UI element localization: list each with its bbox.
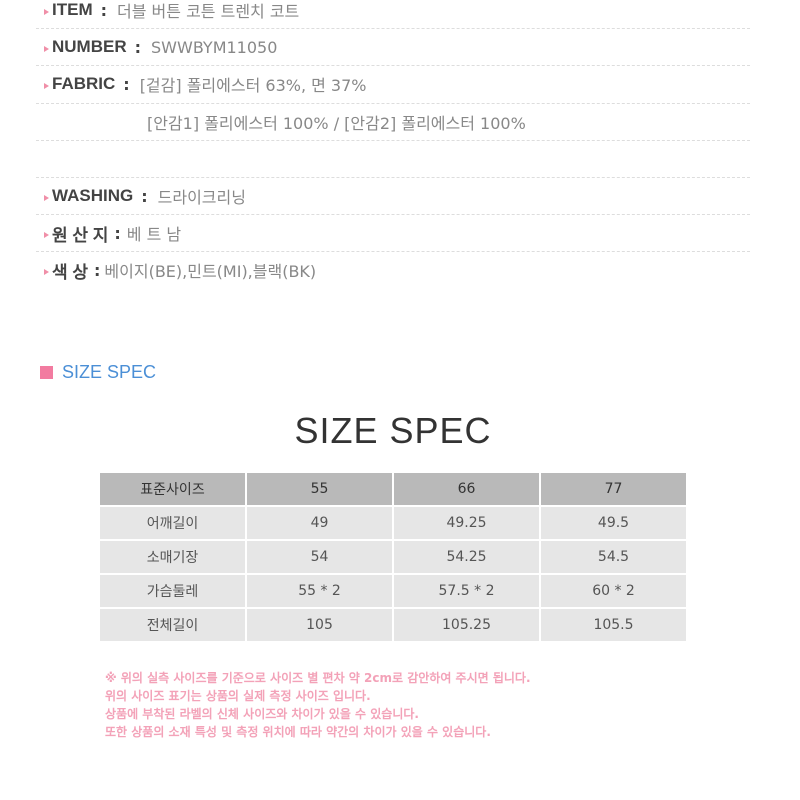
colon: : [141, 186, 148, 206]
info-row-color: 색 상: 베이지(BE),민트(MI),블랙(BK) [44, 258, 316, 282]
cell: 54.5 [541, 541, 686, 573]
info-label: WASHING [52, 186, 134, 205]
info-label: FABRIC [52, 74, 116, 93]
note-line: 상품에 부착된 라벨의 신체 사이즈와 차이가 있을 수 있습니다. [105, 707, 419, 721]
cell: 105.5 [541, 609, 686, 641]
divider [36, 103, 750, 104]
table-row: 가슴둘레 55 * 2 57.5 * 2 60 * 2 [100, 575, 686, 607]
header-cell: 77 [541, 473, 686, 505]
cell: 60 * 2 [541, 575, 686, 607]
cell: 54 [247, 541, 392, 573]
info-row-fabric-lining: [안감1] 폴리에스터 100% / [안감2] 폴리에스터 100% [147, 110, 526, 134]
size-table: 표준사이즈 55 66 77 어깨길이 49 49.25 49.5 소매기장 54 54.… [98, 471, 688, 643]
info-row-washing: WASHING: 드라이크리닝 [44, 184, 246, 208]
info-row-fabric: FABRIC: [겉감] 폴리에스터 63%, 면 37% [44, 72, 367, 96]
note-line: 위의 사이즈 표기는 상품의 실제 측정 사이즈 입니다. [105, 689, 371, 703]
cell: 105.25 [394, 609, 539, 641]
info-row-item: ITEM: 더블 버튼 코튼 트렌치 코트 [44, 0, 299, 22]
arrow-icon [44, 195, 49, 201]
colon: : [114, 223, 121, 243]
info-value: 더블 버튼 코튼 트렌치 코트 [117, 2, 300, 21]
table-row: 어깨길이 49 49.25 49.5 [100, 507, 686, 539]
info-label: 색 상 [52, 262, 89, 282]
info-row-origin: 원 산 지: 베 트 남 [44, 221, 181, 245]
header-cell: 표준사이즈 [100, 473, 245, 505]
arrow-icon [44, 232, 49, 238]
row-label: 가슴둘레 [100, 575, 245, 607]
colon: : [134, 37, 142, 57]
info-value: [안감1] 폴리에스터 100% / [안감2] 폴리에스터 100% [147, 114, 526, 133]
header-cell: 66 [394, 473, 539, 505]
colon: : [123, 74, 130, 94]
cell: 55 * 2 [247, 575, 392, 607]
row-label: 어깨길이 [100, 507, 245, 539]
arrow-icon [44, 9, 49, 15]
info-value: [겉감] 폴리에스터 63%, 면 37% [139, 76, 367, 95]
cell: 49 [247, 507, 392, 539]
cell: 105 [247, 609, 392, 641]
cell: 54.25 [394, 541, 539, 573]
divider [36, 214, 750, 215]
info-label: NUMBER [52, 37, 127, 56]
info-label: 원 산 지 [52, 225, 109, 245]
divider [36, 140, 750, 141]
size-notes: ※ 위의 실측 사이즈를 기준으로 사이즈 별 편차 약 2cm로 감안하여 주… [105, 669, 531, 741]
note-line: 또한 상품의 소재 특성 및 측정 위치에 따라 약간의 차이가 있을 수 있습… [105, 725, 491, 739]
info-value: SWWBYM11050 [151, 37, 278, 57]
divider [36, 251, 750, 252]
arrow-icon [44, 46, 49, 52]
info-value: 드라이크리닝 [157, 188, 246, 207]
table-header-row: 표준사이즈 55 66 77 [100, 473, 686, 505]
note-line: ※ 위의 실측 사이즈를 기준으로 사이즈 별 편차 약 2cm로 감안하여 주… [105, 671, 531, 685]
cell: 49.25 [394, 507, 539, 539]
info-value: 베 트 남 [126, 225, 182, 244]
divider [36, 28, 750, 29]
table-row: 전체길이 105 105.25 105.5 [100, 609, 686, 641]
divider [36, 177, 750, 178]
row-label: 소매기장 [100, 541, 245, 573]
section-heading-text: SIZE SPEC [62, 362, 157, 382]
table-title: SIZE SPEC [294, 410, 492, 451]
info-value: 베이지(BE),민트(MI),블랙(BK) [104, 262, 317, 281]
info-label: ITEM [52, 0, 93, 19]
header-cell: 55 [247, 473, 392, 505]
cell: 49.5 [541, 507, 686, 539]
cell: 57.5 * 2 [394, 575, 539, 607]
arrow-icon [44, 269, 49, 275]
info-row-number: NUMBER: SWWBYM11050 [44, 35, 277, 59]
section-heading: SIZE SPEC [40, 362, 156, 383]
colon: : [100, 0, 108, 20]
colon: : [94, 260, 101, 280]
row-label: 전체길이 [100, 609, 245, 641]
arrow-icon [44, 83, 49, 89]
table-row: 소매기장 54 54.25 54.5 [100, 541, 686, 573]
divider [36, 65, 750, 66]
square-bullet-icon [40, 366, 53, 379]
